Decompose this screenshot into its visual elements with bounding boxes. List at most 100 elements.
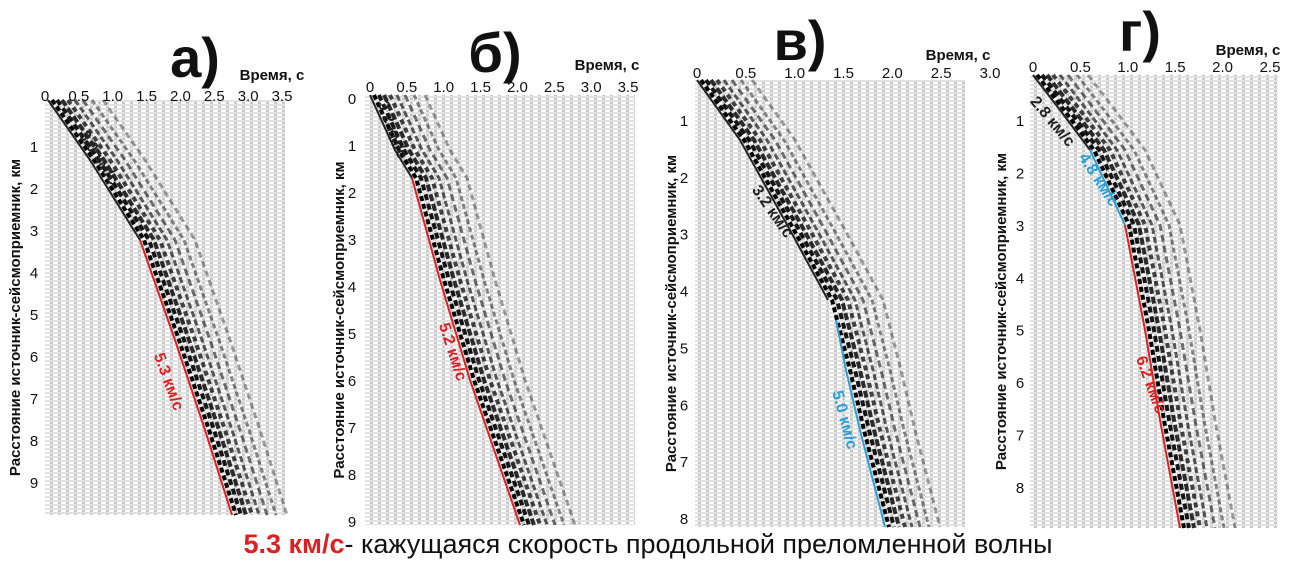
wave-band [1086,74,1237,529]
x-tick-label: 3.5 [618,79,639,96]
wave-band [1045,73,1196,529]
x-tick-label: 0 [1029,59,1037,76]
y-tick-label: 5 [1016,323,1024,340]
x-tick-label: 2.0 [507,79,528,96]
wave-band [388,94,542,526]
wave-band [73,99,261,516]
y-axis-title: Расстояние источник-сейсмоприемник, км [331,161,348,478]
x-tick-label: 1.5 [833,65,854,82]
wave-band [1040,73,1191,529]
x-tick-label: 1.0 [784,65,805,82]
y-tick-label: 6 [30,349,38,366]
seismogram [45,100,285,515]
x-tick-label: 3.0 [980,65,1001,82]
y-tick-label: 8 [348,467,356,484]
x-tick-label: 0 [366,79,374,96]
wave-band [704,78,896,528]
y-axis-title: Расстояние источник-сейсмоприемник, км [663,155,680,472]
x-tick-label: 1.0 [433,79,454,96]
y-tick-label: 8 [30,433,38,450]
wave-band [1066,74,1217,529]
y-tick-label: 6 [1016,375,1024,392]
x-tick-label: 0.5 [396,79,417,96]
y-tick-label: 2 [30,181,38,198]
wave-band [55,98,243,516]
wave-band [699,78,891,528]
x-tick-label: 2.0 [170,88,191,105]
wave-band [722,79,914,528]
y-tick-label: 7 [680,454,688,471]
wave-band [750,79,942,528]
y-tick-label: 1 [680,113,688,130]
picked-arrival [1032,74,1091,151]
wave-band [1075,74,1226,529]
y-tick-label: 9 [348,514,356,531]
x-tick-label: 3.0 [238,88,259,105]
y-tick-label: 0 [348,91,356,108]
x-tick-label: 1.0 [1117,59,1138,76]
x-tick-label: 1.5 [1165,59,1186,76]
x-tick-label: 1.0 [102,88,123,105]
wave-band [90,99,278,516]
y-tick-label: 5 [30,307,38,324]
wave-band [60,98,248,516]
y-tick-label: 1 [348,138,356,155]
y-tick-label: 5 [680,340,688,357]
y-tick-label: 3 [348,232,356,249]
wave-band [1058,74,1209,529]
x-tick-label: 0.5 [68,88,89,105]
time-axis-title: Время, с [575,57,640,74]
x-tick-label: 3.5 [272,88,293,105]
caption: 5.3 км/с- кажущаяся скорость продольной … [243,529,1052,559]
wave-band [377,94,531,526]
seismogram [695,80,965,527]
y-tick-label: 8 [680,511,688,528]
y-tick-label: 2 [348,185,356,202]
y-tick-label: 2 [680,170,688,187]
picked-arrival [411,177,521,526]
x-tick-label: 0.5 [1070,59,1091,76]
wave-band [403,94,557,526]
picked-arrival [1089,149,1126,226]
y-tick-label: 6 [680,397,688,414]
picked-arrival [47,99,141,241]
panel-label: г) [1119,0,1161,63]
x-tick-label: 2.5 [1260,59,1281,76]
picked-arrival [369,94,413,179]
x-tick-label: 1.5 [136,88,157,105]
y-tick-label: 8 [1016,480,1024,497]
wave-band [412,94,566,526]
y-tick-label: 3 [680,227,688,244]
wave-band [382,94,536,526]
wave-band [1035,73,1186,529]
picked-arrival [139,239,233,516]
wave-band [66,98,254,516]
y-tick-label: 3 [1016,218,1024,235]
wave-band [715,78,907,528]
x-tick-label: 1.5 [470,79,491,96]
y-tick-label: 7 [1016,428,1024,445]
picked-arrival [835,319,886,528]
time-axis-title: Время, с [926,47,991,64]
x-tick-label: 0 [693,65,701,82]
y-tick-label: 1 [30,139,38,156]
y-tick-label: 4 [680,284,688,301]
y-axis-title: Расстояние источник-сейсмоприемник, км [7,159,24,476]
caption-highlight: 5.3 км/с [243,529,344,559]
x-tick-label: 2.5 [931,65,952,82]
wave-band [423,94,577,526]
y-tick-label: 5 [348,326,356,343]
picked-arrival [1124,224,1181,529]
panel-label: а) [170,26,220,89]
y-tick-label: 4 [30,265,38,282]
wave-band [81,99,269,516]
time-axis-title: Время, с [240,67,305,84]
x-tick-label: 2.5 [544,79,565,96]
wave-band [395,94,549,526]
y-tick-label: 6 [348,373,356,390]
panel-label: б) [468,21,521,84]
wave-band [709,78,901,528]
x-tick-label: 0.5 [735,65,756,82]
x-tick-label: 0 [41,88,49,105]
